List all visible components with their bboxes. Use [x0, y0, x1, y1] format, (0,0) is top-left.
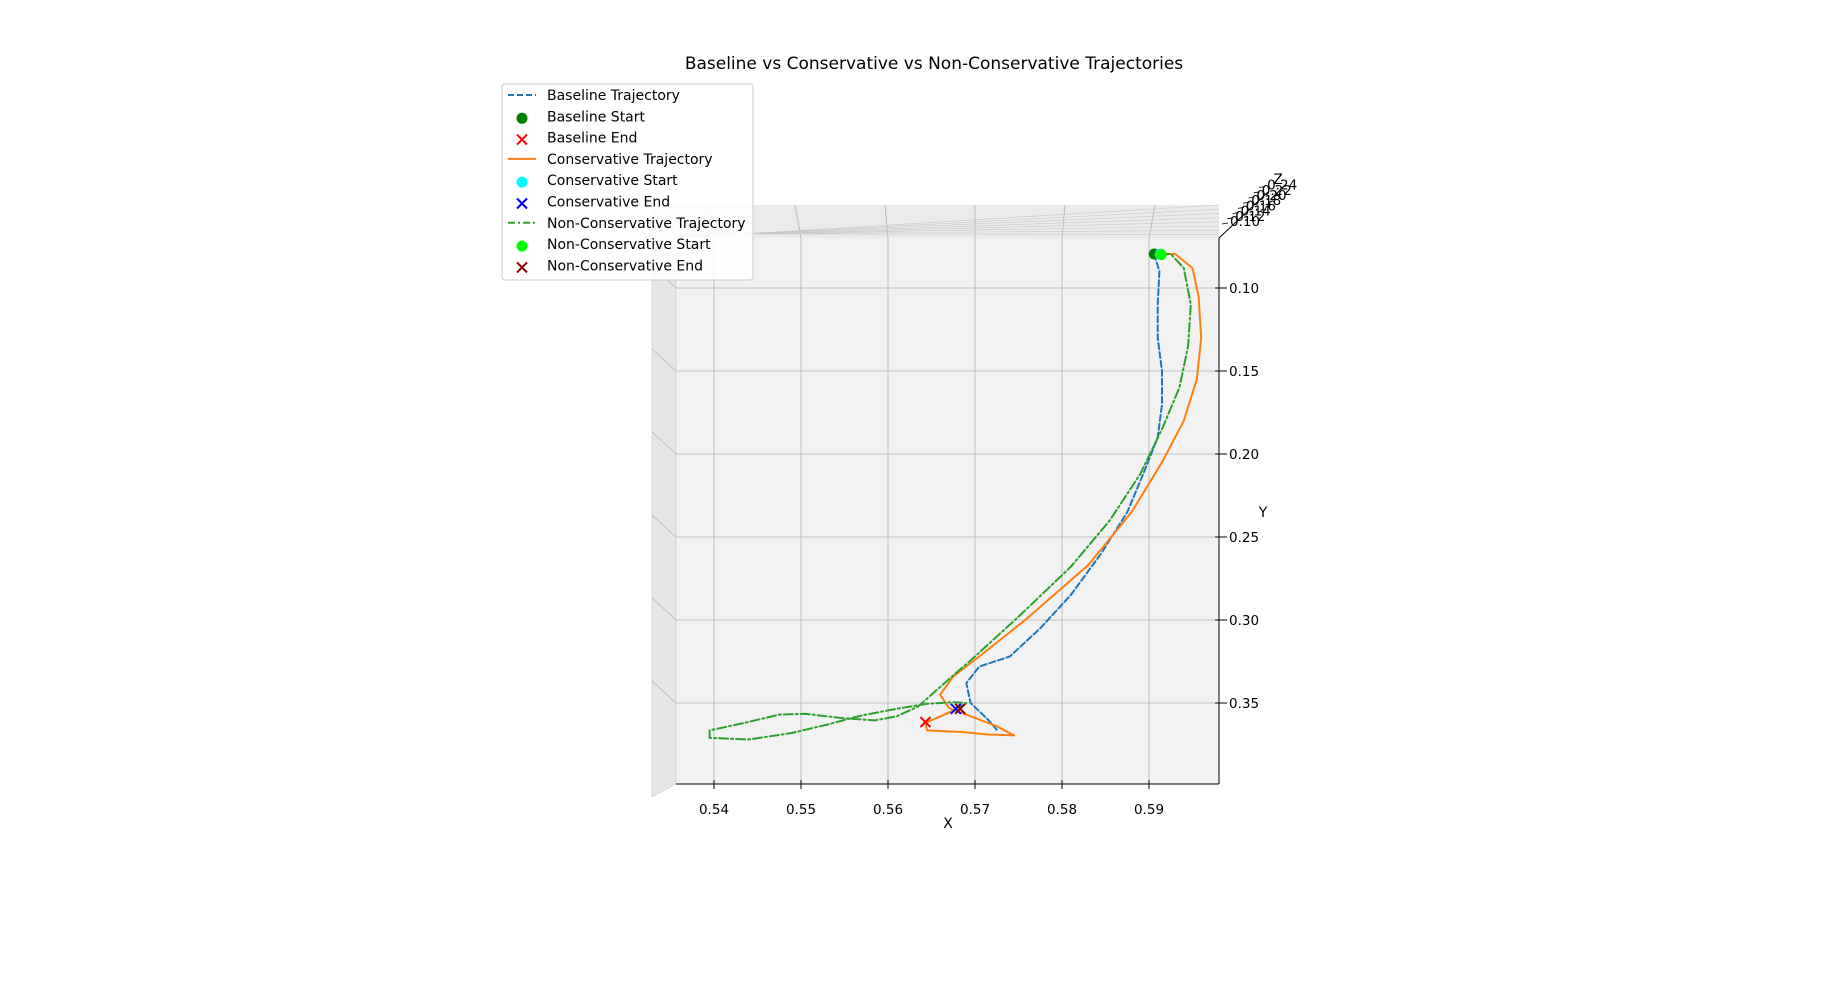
- y-grid-line-side: [651, 680, 677, 704]
- series-conservative-trajectory: [924, 253, 1203, 737]
- legend-item: Non-Conservative Trajectory: [508, 216, 746, 232]
- legend-label: Non-Conservative End: [547, 258, 703, 274]
- grid-lines: [651, 204, 1219, 784]
- y-tick-label: 0.30: [1229, 613, 1259, 629]
- legend-label: Conservative Trajectory: [547, 152, 713, 168]
- y-grid-line-side: [651, 514, 677, 538]
- x-marker-stroke: [516, 133, 528, 146]
- legend-swatch-dot: [516, 240, 528, 252]
- legend-swatch-dot: [516, 176, 528, 188]
- z-tick-mark: [1227, 217, 1234, 220]
- legend-label: Non-Conservative Start: [547, 237, 711, 253]
- legend-frame: [501, 83, 754, 281]
- z-axis-line: [1218, 191, 1269, 239]
- y-tick-label: 0.20: [1229, 447, 1259, 463]
- x-grid-line-top: [1148, 204, 1156, 239]
- z-tick-label: 0.16: [1246, 198, 1276, 214]
- legend-swatch-x: [516, 261, 528, 274]
- legend-label: Baseline Trajectory: [547, 88, 680, 104]
- x-marker-stroke: [516, 197, 528, 210]
- legend: Baseline Trajectory Baseline Start Baselin…: [501, 83, 754, 281]
- tick-labels: 0.54 0.55 0.56 0.57 0.58 0.59 0.10 0.15 0.20 0.25…: [699, 178, 1297, 818]
- z-tick-label: 0.22: [1262, 183, 1292, 199]
- chart-title: Baseline vs Conservative vs Non-Conserva…: [685, 54, 1183, 74]
- z-tick-label: 0.12: [1235, 209, 1265, 225]
- legend-item: Non-Conservative Start: [516, 237, 711, 253]
- z-tick-mark: [1232, 212, 1239, 214]
- z-grid-line: [675, 233, 1220, 235]
- x-tick-label: 0.58: [1047, 802, 1077, 818]
- y-tick-label: 0.25: [1229, 530, 1259, 546]
- x-tick-label: 0.54: [699, 802, 729, 818]
- legend-label: Conservative Start: [547, 173, 678, 189]
- legend-label: Conservative End: [547, 195, 670, 211]
- baseline-end-marker: [919, 716, 932, 728]
- legend-label: Baseline End: [547, 131, 637, 147]
- z-grid-lines: [675, 204, 1220, 239]
- x-marker-stroke: [950, 703, 962, 715]
- z-tick-mark: [1237, 207, 1244, 209]
- x-marker-stroke: [919, 716, 932, 728]
- side-pane: [651, 231, 677, 798]
- axes-panes: [651, 205, 1219, 798]
- x-tick-label: 0.56: [873, 802, 903, 818]
- y-tick-label: 0.15: [1229, 364, 1259, 380]
- top-pane: [652, 205, 1219, 238]
- series-markers: [919, 248, 1167, 728]
- z-tick-mark: [1259, 186, 1266, 188]
- legend-item: Baseline End: [516, 131, 637, 147]
- legend-swatch-x: [516, 197, 528, 210]
- legend-item: Conservative Trajectory: [508, 152, 713, 168]
- x-tick-label: 0.55: [786, 802, 816, 818]
- z-tick-label: 0.24: [1267, 178, 1297, 194]
- x-marker-stroke: [516, 261, 528, 274]
- legend-item: Conservative Start: [516, 173, 678, 189]
- conservative-end-marker: [950, 703, 962, 715]
- z-axis-label: Z: [1273, 172, 1283, 188]
- x-marker-stroke: [954, 703, 966, 715]
- series-lines: [708, 253, 1203, 741]
- x-axis-label: X: [943, 816, 953, 832]
- legend-label: Non-Conservative Trajectory: [547, 216, 746, 232]
- legend-swatch-dot: [516, 112, 528, 124]
- legend-label: Baseline Start: [547, 109, 646, 125]
- series-non-conservative-trajectory: [708, 253, 1192, 741]
- y-grid-line-side: [651, 597, 677, 621]
- y-axis-label: Y: [1258, 505, 1268, 521]
- y-tick-label: 0.35: [1229, 696, 1259, 712]
- axes: [676, 191, 1269, 785]
- y-grid-line-side: [651, 431, 677, 455]
- legend-item: Non-Conservative End: [516, 258, 703, 274]
- x-tick-label: 0.59: [1134, 802, 1164, 818]
- z-tick-label: 0.18: [1251, 193, 1281, 209]
- z-tick-mark: [1221, 222, 1229, 225]
- legend-item: Baseline Start: [516, 109, 646, 125]
- y-tick-label: 0.10: [1229, 281, 1259, 297]
- legend-item: Conservative End: [516, 195, 670, 211]
- z-tick-label: 0.10: [1230, 214, 1260, 230]
- x-grid-line-top: [1061, 204, 1066, 239]
- non-conservative-start-marker: [1155, 249, 1167, 261]
- z-tick-mark: [1248, 196, 1255, 199]
- z-tick-mark: [1253, 191, 1260, 194]
- y-grid-line-side: [651, 348, 677, 372]
- non-conservative-end-marker: [954, 703, 966, 715]
- back-pane: [676, 238, 1219, 784]
- z-tick-label: 0.20: [1257, 188, 1287, 204]
- z-tick-label: 0.14: [1241, 204, 1271, 220]
- x-tick-label: 0.57: [960, 802, 990, 818]
- z-tick-mark: [1243, 201, 1250, 204]
- legend-item: Baseline Trajectory: [508, 88, 680, 104]
- legend-swatch-x: [516, 133, 528, 146]
